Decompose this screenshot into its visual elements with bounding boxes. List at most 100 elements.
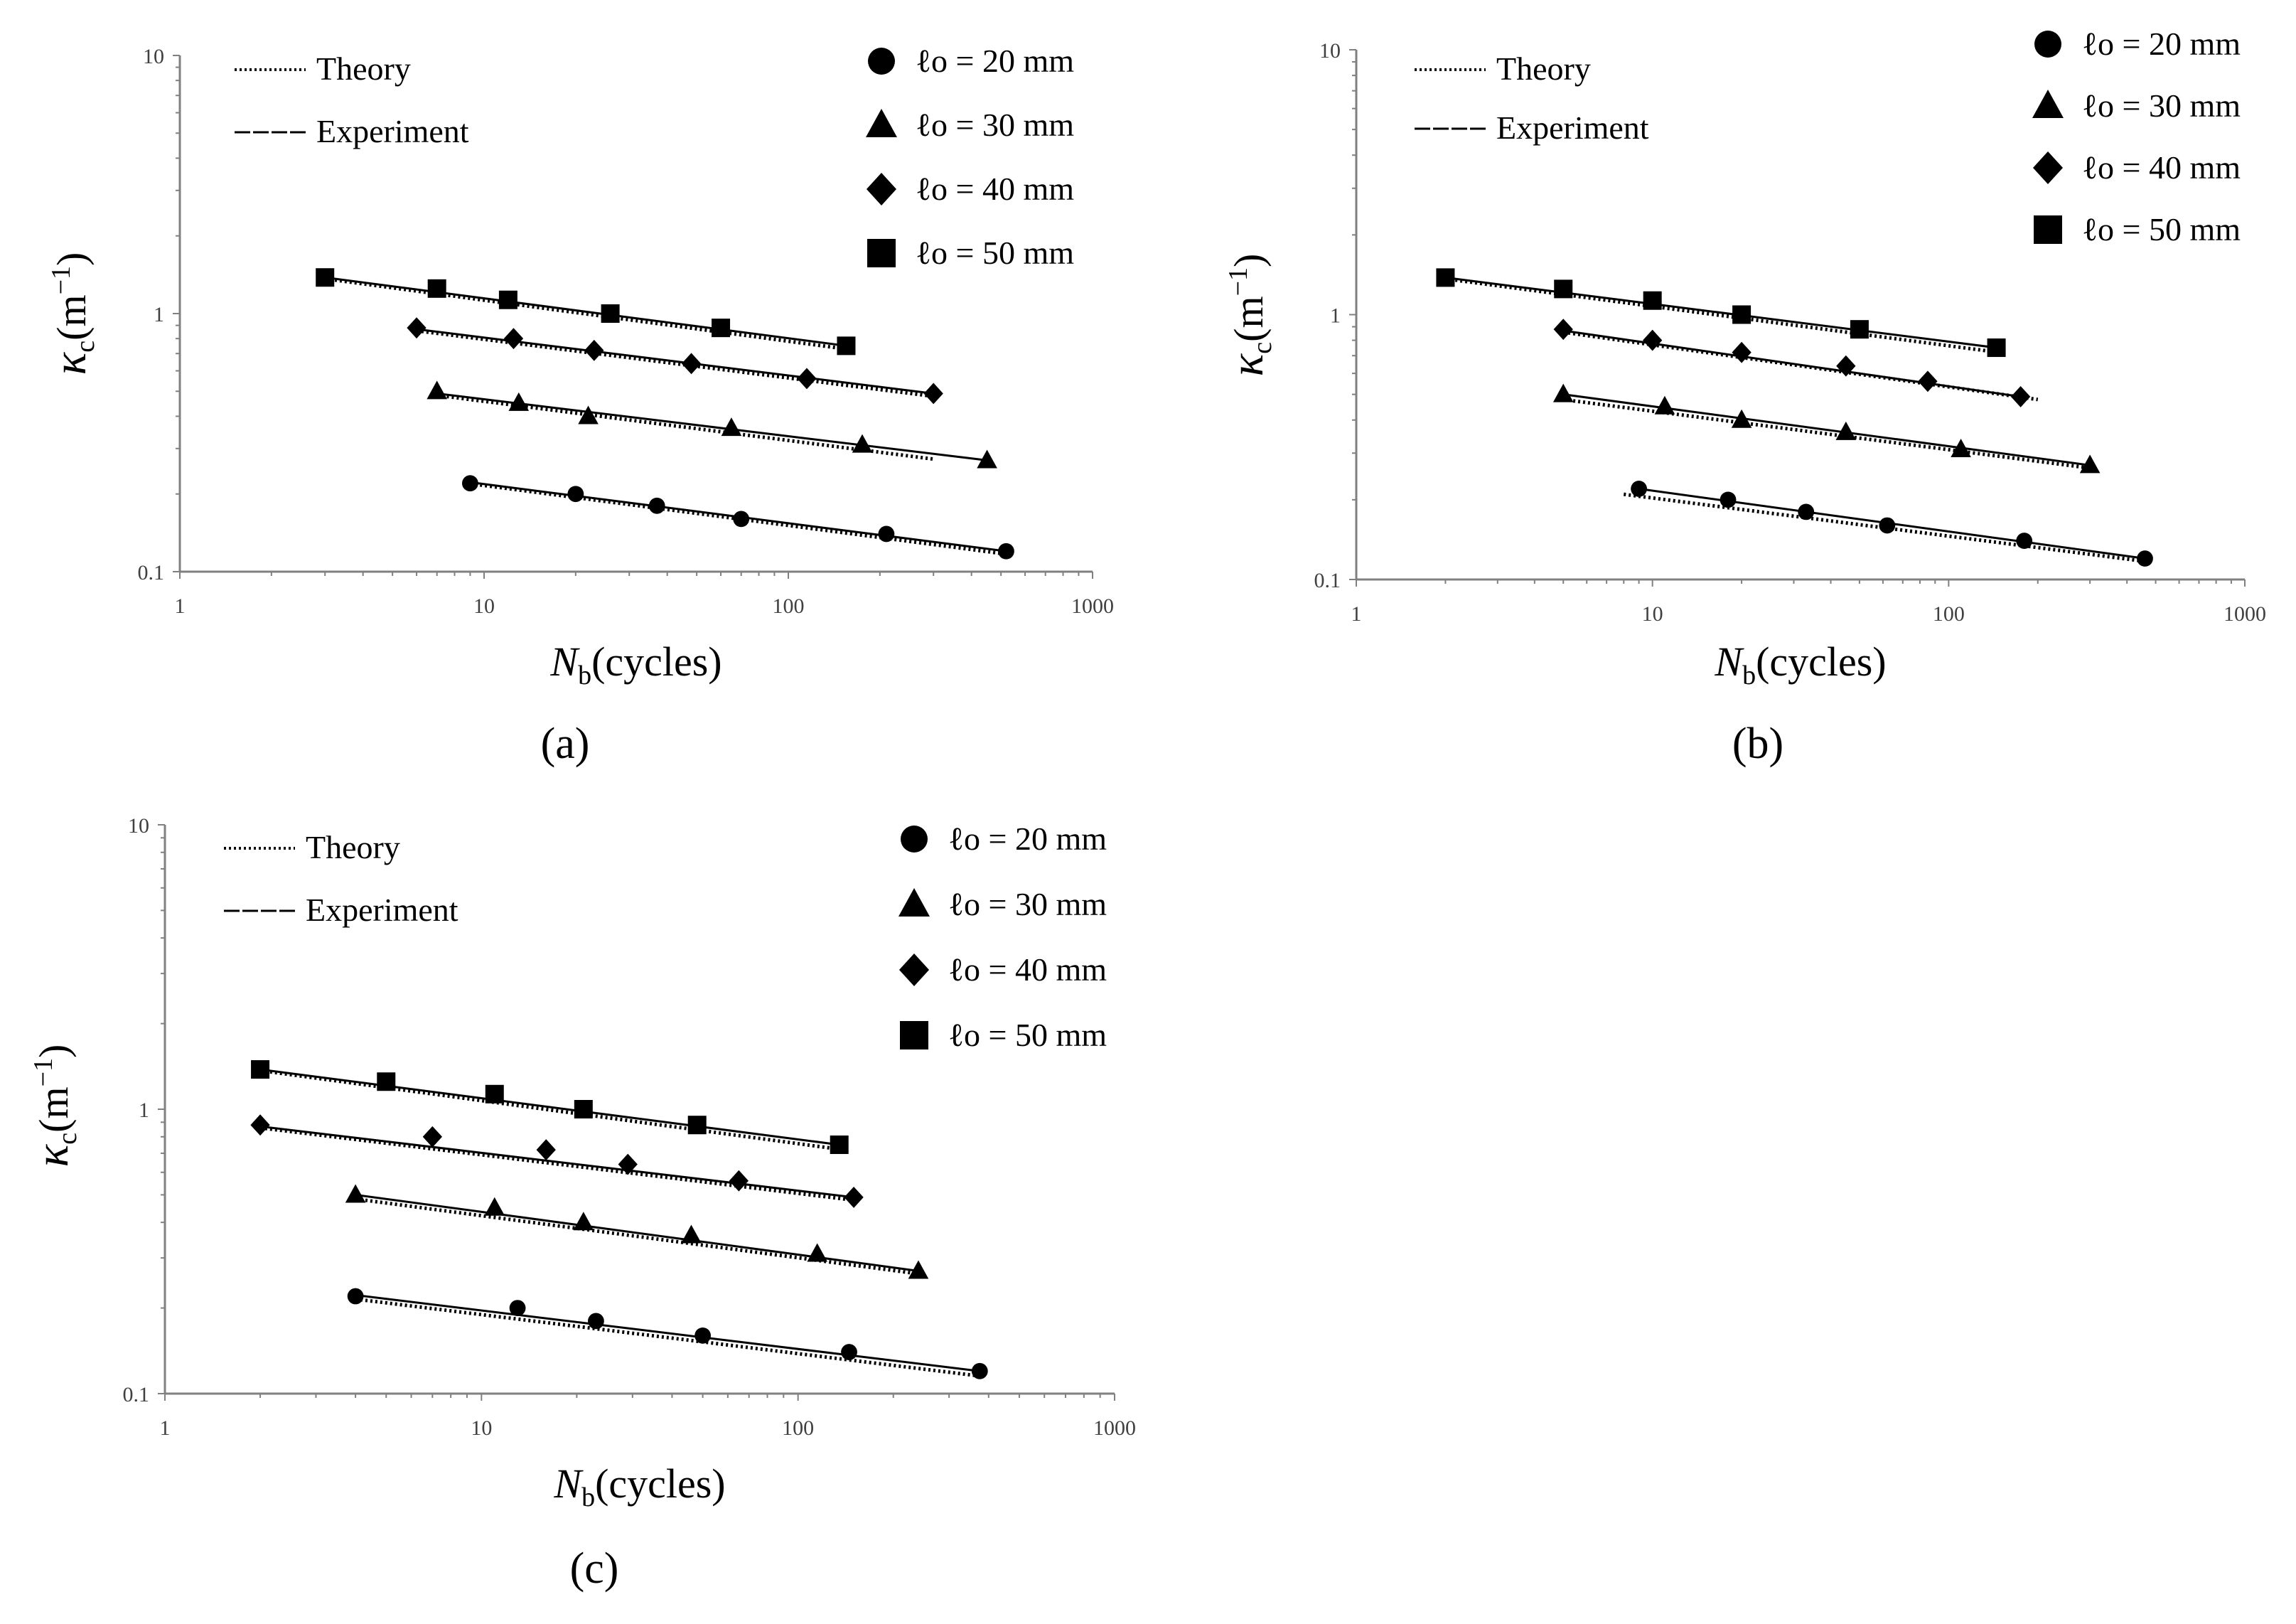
legend-label: ℓo = 20 mm (916, 43, 1074, 79)
data-point (1836, 355, 1856, 377)
x-axis-label-main: N (1714, 639, 1744, 685)
data-point (841, 1344, 857, 1360)
data-point (844, 1186, 864, 1208)
theory-line (416, 328, 934, 398)
x-tick-label: 100 (1933, 602, 1965, 626)
data-point (681, 353, 702, 375)
legend-label: ℓo = 40 mm (2082, 149, 2241, 186)
data-point (729, 1170, 749, 1192)
data-point (407, 317, 427, 339)
y-axis-label-sub: c (53, 1133, 82, 1145)
data-point (427, 279, 446, 298)
data-point (1553, 319, 1573, 341)
data-point (508, 392, 530, 411)
legend-marker (898, 888, 930, 917)
data-point (998, 543, 1014, 560)
data-point (1879, 517, 1896, 534)
y-tick-label: 1 (154, 303, 164, 326)
y-tick-label: 10 (1319, 39, 1341, 63)
legend-marker (868, 48, 895, 75)
experiment-line (1445, 276, 1997, 349)
y-axis-label: κc(m−1) (1221, 254, 1277, 377)
y-axis-label-sub: c (1248, 342, 1277, 354)
data-point (807, 1243, 827, 1262)
series-circle (1623, 481, 2153, 567)
data-point (574, 1100, 593, 1118)
theory-line (1623, 492, 2145, 563)
data-point (1731, 409, 1752, 428)
y-tick-label: 0.1 (138, 561, 165, 584)
line-legend-dashed: Experiment (1415, 109, 1649, 146)
data-point (687, 1116, 707, 1135)
data-point (250, 1114, 270, 1136)
x-axis-label: Nb(cycles) (553, 1460, 725, 1512)
legend-item-diamond: ℓo = 40 mm (899, 951, 1107, 988)
x-tick-label: 1000 (1093, 1416, 1136, 1440)
data-point (536, 1139, 556, 1161)
data-point (1987, 338, 2006, 358)
theory-line (324, 277, 855, 352)
legend-item-square: ℓo = 50 mm (900, 1017, 1107, 1053)
theory-line (1562, 397, 2091, 470)
data-point (2079, 454, 2101, 474)
data-point (345, 1184, 366, 1203)
x-axis-label-rest: (cycles) (591, 639, 722, 685)
series-triangle (1552, 383, 2101, 474)
y-axis-label-sub: c (70, 341, 100, 353)
series-circle (347, 1288, 988, 1379)
series-circle (462, 475, 1014, 560)
data-point (316, 268, 335, 287)
data-point (681, 1224, 702, 1244)
chart-panel-c: 1 10 100 1000 0.1 1 10 Nb(cycles) κc(m−1) ℓo = 20… (26, 814, 1136, 1593)
data-point (733, 511, 750, 528)
series-square (251, 1060, 849, 1154)
data-point (1554, 279, 1573, 299)
data-point (422, 1126, 443, 1148)
legend-marker (867, 173, 896, 205)
legend-marker (867, 239, 896, 267)
x-axis-label-sub: b (1742, 661, 1756, 690)
x-tick-label: 1 (160, 1416, 171, 1440)
data-point (1918, 370, 1938, 392)
data-point (721, 417, 742, 437)
data-point (509, 1300, 526, 1316)
panel-label: (b) (1732, 720, 1783, 768)
x-tick-label: 1 (175, 594, 186, 618)
line-legend-label: Theory (316, 50, 411, 87)
series-diamond (250, 1114, 864, 1208)
line-legend-dotted: Theory (1415, 50, 1591, 87)
legend-label: ℓo = 30 mm (948, 886, 1107, 922)
legend-label: ℓo = 50 mm (916, 235, 1074, 271)
data-point (588, 1313, 604, 1330)
theory-line (436, 393, 934, 461)
y-tick-label: 1 (139, 1099, 149, 1122)
data-point (1850, 320, 1869, 339)
data-point (712, 319, 731, 338)
line-legend-label: Theory (306, 829, 400, 865)
y-axis-label-main: κ (44, 351, 96, 375)
x-tick-label: 100 (773, 594, 805, 618)
legend-label: ℓo = 30 mm (916, 107, 1074, 143)
series-triangle (345, 1184, 929, 1279)
data-point (1436, 268, 1455, 287)
data-point (251, 1060, 270, 1079)
legend-label: ℓo = 50 mm (2082, 211, 2241, 247)
y-tick-label: 10 (128, 814, 149, 838)
data-point (618, 1153, 638, 1175)
data-point (1732, 305, 1751, 324)
legend-label: ℓo = 40 mm (948, 951, 1107, 988)
legend-item-circle: ℓo = 20 mm (2034, 26, 2241, 62)
data-point (1643, 329, 1663, 351)
data-point (797, 368, 817, 390)
theory-line (355, 1197, 919, 1276)
experiment-line (355, 1193, 919, 1272)
chart-panel-b: 1 10 100 1000 0.1 1 10 Nb(cycles) κc(m−1) ℓo = 20… (1221, 26, 2266, 768)
x-axis-label-rest: (cycles) (595, 1460, 726, 1507)
data-point (427, 380, 448, 400)
y-tick-label: 0.1 (123, 1383, 150, 1406)
series-square (1436, 268, 2006, 358)
data-point (347, 1288, 364, 1305)
x-axis-label-rest: (cycles) (1756, 639, 1887, 685)
x-tick-label: 1000 (1071, 594, 1114, 618)
